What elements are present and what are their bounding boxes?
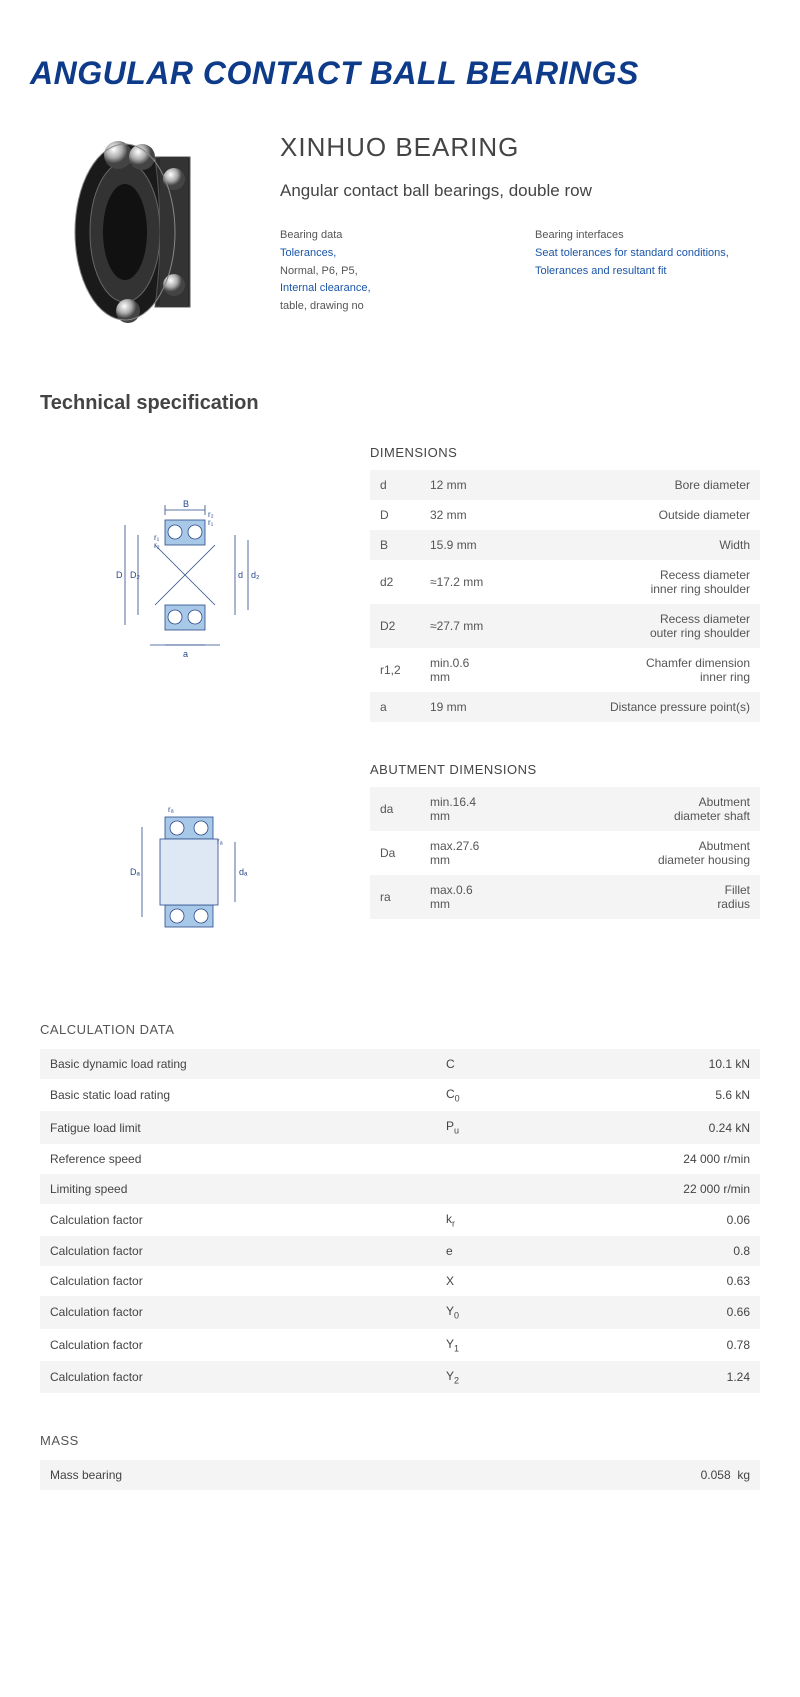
dimensions-heading: DIMENSIONS [370, 445, 760, 460]
table-row: Calculation factorY21.24 [40, 1361, 760, 1393]
table-row: damin.16.4mmAbutmentdiameter shaft [370, 787, 760, 831]
header-text: XINHUO BEARING Angular contact ball bear… [280, 132, 760, 332]
tolerances-link[interactable]: Tolerances, [280, 245, 505, 263]
table-row: Calculation factorX0.63 [40, 1266, 760, 1296]
svg-text:dₐ: dₐ [239, 867, 248, 877]
tech-spec-title: Technical specification [40, 392, 760, 415]
dimensions-diagram: B r₂ r₁ r₁ r₂ D D₂ d d₂ a [40, 445, 340, 722]
tech-spec-section: Technical specification [0, 392, 800, 942]
clearance-note: table, drawing no [280, 298, 505, 316]
seat-tolerances-link[interactable]: Seat tolerances for standard conditions, [535, 245, 760, 263]
table-row: B15.9 mmWidth [370, 530, 760, 560]
table-row: a19 mmDistance pressure point(s) [370, 692, 760, 722]
svg-text:Dₐ: Dₐ [130, 867, 140, 877]
table-row: r1,2min.0.6mmChamfer dimensioninner ring [370, 648, 760, 692]
resultant-fit-link[interactable]: Tolerances and resultant fit [535, 263, 760, 281]
dimensions-row: B r₂ r₁ r₁ r₂ D D₂ d d₂ a DIMENSIONS d12… [40, 445, 760, 722]
table-row: D32 mmOutside diameter [370, 500, 760, 530]
table-row: d12 mmBore diameter [370, 470, 760, 500]
table-row: Basic static load ratingC05.6 kN [40, 1079, 760, 1111]
table-row: Basic dynamic load ratingC10.1 kN [40, 1049, 760, 1079]
bearing-data-col: Bearing data Tolerances, Normal, P6, P5,… [280, 229, 505, 315]
abutment-heading: ABUTMENT DIMENSIONS [370, 762, 760, 777]
product-image [40, 132, 240, 332]
abutment-diagram: rₐ rₐ Dₐ dₐ [40, 762, 340, 942]
mass-section: MASS Mass bearing 0.058 kg [0, 1433, 800, 1490]
abutment-row: rₐ rₐ Dₐ dₐ ABUTMENT DIMENSIONS damin.16… [40, 762, 760, 942]
svg-text:d₂: d₂ [251, 570, 260, 580]
table-row: Calculation factorY00.66 [40, 1296, 760, 1328]
table-row: ramax.0.6mmFilletradius [370, 875, 760, 919]
table-row: d2≈17.2 mmRecess diameterinner ring shou… [370, 560, 760, 604]
mass-heading: MASS [40, 1433, 760, 1448]
svg-text:d: d [238, 570, 243, 580]
table-row: D2≈27.7 mmRecess diameterouter ring shou… [370, 604, 760, 648]
calculation-heading: CALCULATION DATA [40, 1022, 760, 1037]
mass-label: Mass bearing [50, 1468, 122, 1482]
table-row: Calculation factorkr0.06 [40, 1204, 760, 1236]
bearing-interfaces-col: Bearing interfaces Seat tolerances for s… [535, 229, 760, 315]
interfaces-heading: Bearing interfaces [535, 229, 760, 241]
abutment-table: damin.16.4mmAbutmentdiameter shaftDamax.… [370, 787, 760, 919]
dimensions-table: d12 mmBore diameterD32 mmOutside diamete… [370, 470, 760, 722]
calculation-table: Basic dynamic load ratingC10.1 kNBasic s… [40, 1049, 760, 1393]
mass-value: 0.058 kg [701, 1468, 750, 1482]
header-row: XINHUO BEARING Angular contact ball bear… [0, 132, 800, 332]
svg-text:D₂: D₂ [130, 570, 140, 580]
subtitle: Angular contact ball bearings, double ro… [280, 181, 760, 201]
svg-text:rₐ: rₐ [217, 837, 224, 846]
dimensions-content: DIMENSIONS d12 mmBore diameterD32 mmOuts… [370, 445, 760, 722]
mass-row: Mass bearing 0.058 kg [40, 1460, 760, 1490]
svg-text:D: D [116, 570, 123, 580]
table-row: Limiting speed22 000 r/min [40, 1174, 760, 1204]
svg-text:B: B [183, 499, 189, 509]
tolerances-note: Normal, P6, P5, [280, 263, 505, 281]
brand-title: XINHUO BEARING [280, 132, 760, 163]
table-row: Damax.27.6mmAbutmentdiameter housing [370, 831, 760, 875]
svg-text:a: a [183, 649, 188, 659]
svg-text:r₂: r₂ [154, 541, 160, 550]
table-row: Reference speed24 000 r/min [40, 1144, 760, 1174]
page-title: ANGULAR CONTACT BALL BEARINGS [0, 0, 800, 132]
calculation-section: CALCULATION DATA Basic dynamic load rati… [0, 1022, 800, 1393]
table-row: Calculation factorY10.78 [40, 1329, 760, 1361]
clearance-link[interactable]: Internal clearance, [280, 280, 505, 298]
table-row: Calculation factore0.8 [40, 1236, 760, 1266]
info-columns: Bearing data Tolerances, Normal, P6, P5,… [280, 229, 760, 315]
svg-text:r₁: r₁ [208, 518, 214, 527]
svg-text:rₐ: rₐ [168, 805, 175, 814]
bearing-data-heading: Bearing data [280, 229, 505, 241]
abutment-content: ABUTMENT DIMENSIONS damin.16.4mmAbutment… [370, 762, 760, 942]
table-row: Fatigue load limitPu0.24 kN [40, 1111, 760, 1143]
